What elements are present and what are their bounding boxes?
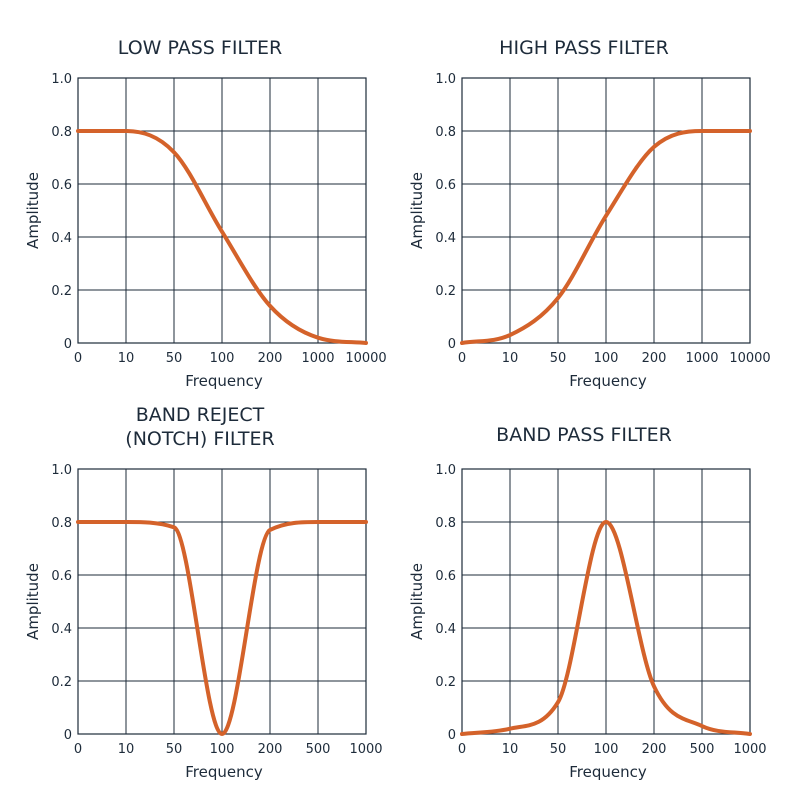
y-tick-label: 0.2	[435, 284, 456, 299]
y-axis-label: Amplitude	[24, 563, 42, 640]
x-tick-label: 10	[502, 742, 519, 757]
chart-svg: 0 10 50 100 200 1000 10000 0 0.2 0.4 0.6 0.8 1.0 Freq…	[24, 72, 387, 390]
y-tick-label: 0.4	[51, 622, 72, 637]
series-line	[460, 129, 752, 345]
chart-low-pass: LOW PASS FILTER 0 10 50 100 200 1000 10000 0 0.2…	[0, 0, 400, 400]
x-tick-label: 100	[210, 351, 235, 366]
x-tick-label: 50	[550, 351, 567, 366]
x-tick-label: 500	[306, 742, 331, 757]
y-tick-label: 0.2	[51, 675, 72, 690]
y-tick-label: 0	[448, 337, 456, 352]
y-tick-label: 0	[448, 728, 456, 743]
y-tick-label: 0.6	[51, 569, 72, 584]
y-tick-label: 1.0	[51, 463, 72, 478]
x-tick-label: 200	[642, 742, 667, 757]
y-tick-label: 0	[64, 337, 72, 352]
y-tick-label: 0.6	[435, 178, 456, 193]
chart-title: LOW PASS FILTER	[0, 36, 400, 60]
x-tick-label: 50	[166, 742, 183, 757]
chart-svg: 0 10 50 100 200 500 1000 0 0.2 0.4 0.6 0.8 1.0 Freque…	[408, 463, 767, 781]
y-tick-label: 0.2	[51, 284, 72, 299]
y-tick-label: 0.8	[51, 125, 72, 140]
chart-svg: 0 10 50 100 200 500 1000 0 0.2 0.4 0.6 0.8 1.0 Freque…	[24, 463, 383, 781]
y-tick-label: 0.6	[51, 178, 72, 193]
y-tick-label: 0.8	[435, 516, 456, 531]
series-line	[76, 129, 368, 345]
x-tick-label: 100	[594, 351, 619, 366]
x-tick-label: 200	[258, 351, 283, 366]
chart-svg: 0 10 50 100 200 1000 10000 0 0.2 0.4 0.6 0.8 1.0 Freq…	[408, 72, 771, 390]
x-tick-label: 50	[550, 742, 567, 757]
x-tick-label: 100	[594, 742, 619, 757]
chart-title: BAND REJECT (NOTCH) FILTER	[0, 403, 400, 451]
y-tick-label: 0	[64, 728, 72, 743]
chart-band-reject: BAND REJECT (NOTCH) FILTER 0 10 50 100 200 50…	[0, 391, 400, 791]
y-axis-label: Amplitude	[408, 563, 426, 640]
x-tick-label: 100	[210, 742, 235, 757]
plot-frame	[461, 77, 751, 344]
x-tick-label: 10	[118, 351, 135, 366]
x-tick-label: 0	[458, 742, 466, 757]
y-tick-label: 0.4	[51, 231, 72, 246]
y-tick-label: 0.4	[435, 231, 456, 246]
chart-high-pass: HIGH PASS FILTER 0 10 50 100 200 1000 10000 0 0.…	[384, 0, 784, 400]
y-axis-label: Amplitude	[24, 172, 42, 249]
chart-band-pass: BAND PASS FILTER 0 10 50 100 200 500 1000 0 0.2 0…	[384, 391, 784, 791]
x-axis-label: Frequency	[185, 372, 263, 390]
x-tick-label: 0	[458, 351, 466, 366]
y-axis-label: Amplitude	[408, 172, 426, 249]
chart-title-line: LOW PASS FILTER	[117, 37, 283, 59]
series-line	[460, 520, 752, 736]
plot-frame	[461, 468, 751, 735]
x-axis-label: Frequency	[569, 763, 647, 781]
y-tick-label: 0.6	[435, 569, 456, 584]
chart-title-line: (NOTCH) FILTER	[125, 428, 275, 450]
y-tick-label: 0.4	[435, 622, 456, 637]
x-tick-label: 10	[118, 742, 135, 757]
y-tick-label: 1.0	[435, 463, 456, 478]
x-tick-label: 0	[74, 351, 82, 366]
x-tick-label: 10	[502, 351, 519, 366]
y-tick-label: 1.0	[435, 72, 456, 87]
x-tick-label: 0	[74, 742, 82, 757]
x-axis-label: Frequency	[185, 763, 263, 781]
plot-frame	[77, 77, 367, 344]
x-tick-label: 500	[690, 742, 715, 757]
x-tick-label: 200	[258, 742, 283, 757]
x-tick-label: 1000	[349, 742, 382, 757]
x-tick-label: 1000	[733, 742, 766, 757]
x-tick-label: 10000	[345, 351, 386, 366]
chart-title-line: BAND PASS FILTER	[496, 424, 672, 446]
chart-title: BAND PASS FILTER	[384, 423, 784, 447]
x-tick-label: 1000	[301, 351, 334, 366]
chart-title-line: HIGH PASS FILTER	[499, 37, 669, 59]
x-tick-label: 50	[166, 351, 183, 366]
y-tick-label: 1.0	[51, 72, 72, 87]
chart-title-line: BAND REJECT	[135, 404, 265, 426]
x-axis-label: Frequency	[569, 372, 647, 390]
y-tick-label: 0.8	[51, 516, 72, 531]
series-line	[76, 520, 368, 736]
y-tick-label: 0.8	[435, 125, 456, 140]
chart-title: HIGH PASS FILTER	[384, 36, 784, 60]
y-tick-label: 0.2	[435, 675, 456, 690]
x-tick-label: 200	[642, 351, 667, 366]
x-tick-label: 1000	[685, 351, 718, 366]
x-tick-label: 10000	[729, 351, 770, 366]
